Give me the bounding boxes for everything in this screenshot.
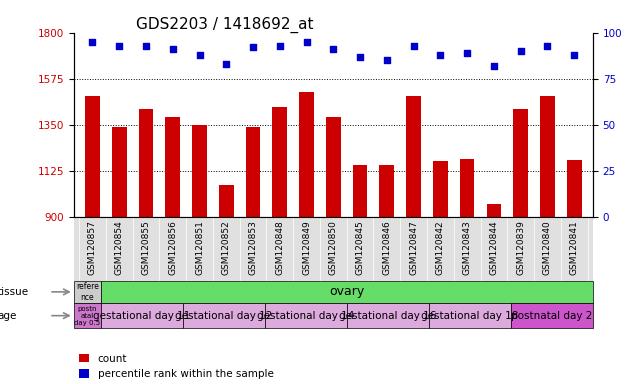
Bar <box>429 303 511 328</box>
Bar <box>138 109 153 384</box>
Bar <box>272 107 287 384</box>
Bar <box>433 161 447 384</box>
Point <box>489 63 499 69</box>
Text: GSM120850: GSM120850 <box>329 220 338 275</box>
Bar <box>183 303 265 328</box>
Point <box>515 48 526 54</box>
Bar <box>246 127 260 384</box>
Text: gestational day 14: gestational day 14 <box>257 311 354 321</box>
Text: GSM120848: GSM120848 <box>275 220 285 275</box>
Point <box>141 43 151 49</box>
Point <box>114 43 124 49</box>
Bar <box>567 160 581 384</box>
Point <box>355 54 365 60</box>
Text: refere
nce: refere nce <box>76 282 99 301</box>
Point <box>194 52 204 58</box>
Point <box>87 39 97 45</box>
Text: GDS2203 / 1418692_at: GDS2203 / 1418692_at <box>136 17 313 33</box>
Text: GSM120849: GSM120849 <box>302 220 311 275</box>
Bar <box>219 185 233 384</box>
Text: GSM120845: GSM120845 <box>356 220 365 275</box>
Legend: count, percentile rank within the sample: count, percentile rank within the sample <box>79 354 274 379</box>
Text: postn
atal
day 0.5: postn atal day 0.5 <box>74 306 101 326</box>
Bar <box>101 303 183 328</box>
Point <box>301 39 312 45</box>
Point <box>221 61 231 67</box>
Bar <box>379 165 394 384</box>
Point <box>542 43 553 49</box>
Point <box>569 52 579 58</box>
Text: gestational day 16: gestational day 16 <box>339 311 437 321</box>
Point <box>248 44 258 50</box>
Bar <box>165 117 180 384</box>
Text: GSM120843: GSM120843 <box>463 220 472 275</box>
Text: GSM120844: GSM120844 <box>489 220 499 275</box>
Text: GSM120846: GSM120846 <box>382 220 392 275</box>
Text: GSM120852: GSM120852 <box>222 220 231 275</box>
Point <box>462 50 472 56</box>
Text: postnatal day 2: postnatal day 2 <box>512 311 593 321</box>
Text: gestational day 11: gestational day 11 <box>94 311 191 321</box>
Text: GSM120854: GSM120854 <box>115 220 124 275</box>
Text: GSM120853: GSM120853 <box>249 220 258 275</box>
Bar <box>540 96 555 384</box>
Text: gestational day 12: gestational day 12 <box>176 311 272 321</box>
Text: gestational day 18: gestational day 18 <box>421 311 519 321</box>
Bar <box>74 281 101 303</box>
Bar <box>487 204 501 384</box>
Text: GSM120841: GSM120841 <box>570 220 579 275</box>
Bar <box>74 303 101 328</box>
Text: GSM120847: GSM120847 <box>409 220 418 275</box>
Bar <box>112 127 126 384</box>
Bar <box>511 303 593 328</box>
Point <box>328 46 338 52</box>
Point <box>382 57 392 63</box>
Text: tissue: tissue <box>0 287 28 297</box>
Bar <box>406 96 421 384</box>
Bar <box>460 159 474 384</box>
Text: age: age <box>0 311 17 321</box>
Point <box>274 43 285 49</box>
Bar <box>326 117 340 384</box>
Text: GSM120840: GSM120840 <box>543 220 552 275</box>
Text: GSM120857: GSM120857 <box>88 220 97 275</box>
Bar <box>192 125 207 384</box>
Text: GSM120855: GSM120855 <box>142 220 151 275</box>
Text: GSM120851: GSM120851 <box>195 220 204 275</box>
Point <box>167 46 178 52</box>
Text: GSM120842: GSM120842 <box>436 220 445 275</box>
Bar <box>299 92 314 384</box>
Point <box>408 43 419 49</box>
Point <box>435 52 445 58</box>
Bar <box>85 96 100 384</box>
Text: ovary: ovary <box>329 285 365 298</box>
Bar <box>347 303 429 328</box>
Bar <box>513 109 528 384</box>
Text: GSM120839: GSM120839 <box>516 220 525 275</box>
Bar <box>265 303 347 328</box>
Text: GSM120856: GSM120856 <box>168 220 178 275</box>
Bar <box>353 165 367 384</box>
